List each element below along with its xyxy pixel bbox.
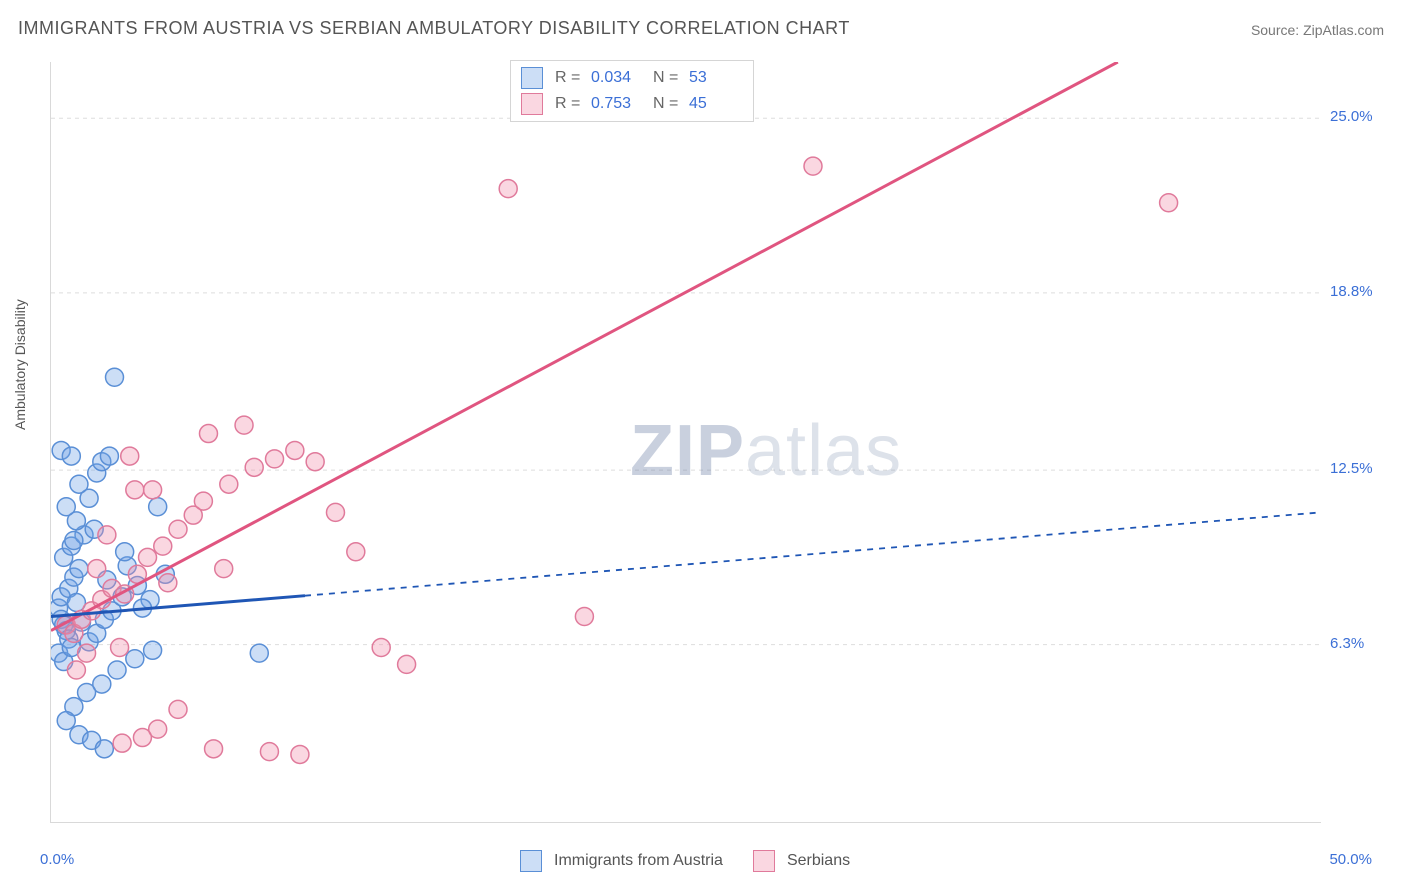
- scatter-point-serbia: [398, 655, 416, 673]
- chart-title: IMMIGRANTS FROM AUSTRIA VS SERBIAN AMBUL…: [18, 18, 850, 39]
- scatter-point-serbia: [169, 520, 187, 538]
- y-tick-label: 25.0%: [1330, 108, 1373, 125]
- swatch-austria: [521, 67, 543, 89]
- legend-label-serbia: Serbians: [787, 852, 850, 870]
- scatter-point-austria: [100, 447, 118, 465]
- scatter-point-serbia: [194, 492, 212, 510]
- scatter-point-austria: [106, 368, 124, 386]
- scatter-point-austria: [250, 644, 268, 662]
- scatter-point-serbia: [260, 743, 278, 761]
- scatter-point-serbia: [804, 157, 822, 175]
- scatter-point-serbia: [286, 441, 304, 459]
- scatter-point-austria: [57, 712, 75, 730]
- scatter-point-serbia: [575, 608, 593, 626]
- n-value-austria: 53: [689, 69, 743, 87]
- y-tick-label: 6.3%: [1330, 635, 1364, 652]
- x-axis-max-label: 50.0%: [1329, 851, 1372, 868]
- legend-row-serbia: R = 0.753 N = 45: [521, 91, 743, 117]
- legend-item-serbia: Serbians: [753, 850, 850, 872]
- scatter-point-serbia: [139, 548, 157, 566]
- scatter-point-serbia: [1160, 194, 1178, 212]
- scatter-point-austria: [78, 684, 96, 702]
- scatter-point-serbia: [220, 475, 238, 493]
- scatter-point-serbia: [133, 729, 151, 747]
- scatter-point-serbia: [78, 644, 96, 662]
- legend-correlation: R = 0.034 N = 53 R = 0.753 N = 45: [510, 60, 754, 122]
- scatter-point-serbia: [121, 447, 139, 465]
- scatter-point-austria: [70, 560, 88, 578]
- scatter-point-serbia: [199, 425, 217, 443]
- scatter-point-serbia: [372, 638, 390, 656]
- scatter-point-serbia: [499, 180, 517, 198]
- scatter-point-austria: [149, 498, 167, 516]
- swatch-austria: [520, 850, 542, 872]
- scatter-point-austria: [65, 532, 83, 550]
- scatter-point-serbia: [245, 458, 263, 476]
- plot-svg: [51, 62, 1321, 822]
- scatter-point-austria: [108, 661, 126, 679]
- scatter-point-austria: [126, 650, 144, 668]
- scatter-point-serbia: [88, 560, 106, 578]
- scatter-point-serbia: [215, 560, 233, 578]
- r-label: R =: [555, 95, 583, 113]
- scatter-point-serbia: [67, 661, 85, 679]
- scatter-point-serbia: [154, 537, 172, 555]
- scatter-point-serbia: [326, 503, 344, 521]
- scatter-point-serbia: [291, 745, 309, 763]
- scatter-point-serbia: [144, 481, 162, 499]
- swatch-serbia: [521, 93, 543, 115]
- scatter-point-austria: [62, 447, 80, 465]
- scatter-point-austria: [116, 543, 134, 561]
- scatter-point-serbia: [113, 734, 131, 752]
- scatter-point-serbia: [347, 543, 365, 561]
- scatter-point-serbia: [126, 481, 144, 499]
- swatch-serbia: [753, 850, 775, 872]
- source-label: Source: ZipAtlas.com: [1251, 22, 1384, 38]
- y-axis-label: Ambulatory Disability: [12, 299, 28, 430]
- scatter-point-austria: [57, 498, 75, 516]
- plot-area: [50, 62, 1321, 823]
- scatter-point-serbia: [98, 526, 116, 544]
- r-value-serbia: 0.753: [591, 95, 645, 113]
- scatter-point-serbia: [111, 638, 129, 656]
- r-value-austria: 0.034: [591, 69, 645, 87]
- legend-label-austria: Immigrants from Austria: [554, 852, 723, 870]
- scatter-point-serbia: [169, 700, 187, 718]
- n-value-serbia: 45: [689, 95, 743, 113]
- scatter-point-serbia: [235, 416, 253, 434]
- legend-series: Immigrants from Austria Serbians: [520, 850, 850, 872]
- legend-item-austria: Immigrants from Austria: [520, 850, 723, 872]
- scatter-point-austria: [144, 641, 162, 659]
- scatter-point-serbia: [205, 740, 223, 758]
- y-tick-label: 18.8%: [1330, 283, 1373, 300]
- scatter-point-austria: [95, 740, 113, 758]
- legend-row-austria: R = 0.034 N = 53: [521, 65, 743, 91]
- scatter-point-austria: [70, 475, 88, 493]
- x-axis-min-label: 0.0%: [40, 851, 74, 868]
- scatter-point-serbia: [266, 450, 284, 468]
- n-label: N =: [653, 95, 681, 113]
- scatter-point-serbia: [306, 453, 324, 471]
- r-label: R =: [555, 69, 583, 87]
- y-tick-label: 12.5%: [1330, 460, 1373, 477]
- scatter-point-serbia: [159, 574, 177, 592]
- n-label: N =: [653, 69, 681, 87]
